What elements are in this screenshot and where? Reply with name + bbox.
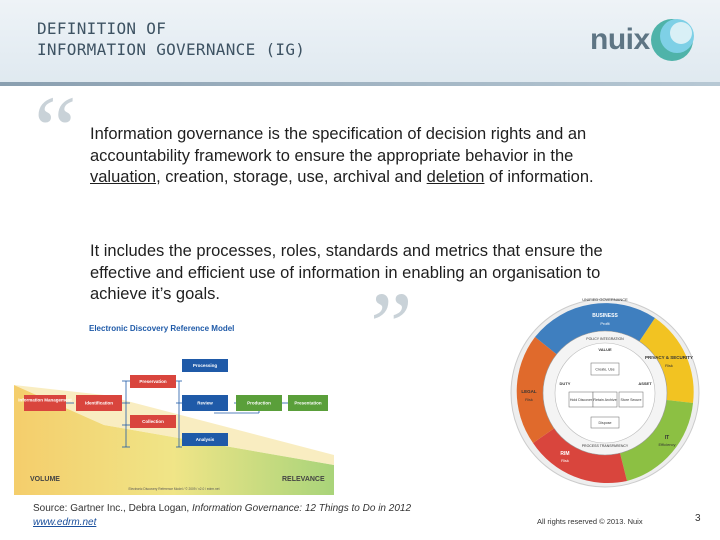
wheel-legal-label: LEGAL [521,389,537,394]
wheel-duty-label: DUTY [560,381,571,386]
wheel-store-secure: Store Secure [621,398,642,402]
header-divider [0,82,720,86]
definition-paragraph: Information governance is the specificat… [90,124,630,189]
source-citation: Source: Gartner Inc., Debra Logan, Infor… [33,503,411,514]
logo-mark-icon [651,19,694,61]
edrm-label-preservation: Preservation [139,379,167,384]
definition-text-1: Information governance is the specificat… [90,125,587,165]
edrm-label-presentation: Presentation [294,401,322,406]
wheel-process-transparency: PROCESS TRANSPARENCY [582,444,629,448]
wheel-retain-archive: Retain Archive [593,398,616,402]
definition-text-3: of information. [484,168,594,186]
page-number: 3 [695,513,701,524]
edrm-node-info-mgmt [24,395,66,411]
wheel-business-label: BUSINESS [592,313,618,319]
edrm-title: Electronic Discovery Reference Model [89,324,235,333]
edrm-relevance-label: RELEVANCE [282,476,325,483]
logo-text: nuix [590,23,650,56]
slide-title: DEFINITION OF INFORMATION GOVERNANCE (IG… [37,19,306,59]
wheel-hold-discover: Hold Discover [570,398,593,402]
wheel-dispose-box [590,416,620,429]
source-prefix: Source: Gartner Inc., Debra Logan, [33,503,192,514]
wheel-privacy-label: PRIVACY & SECURITY [645,355,693,360]
copyright-notice: All rights reserved © 2013. Nuix [537,517,643,526]
definition-text-2: , creation, storage, use, archival and [156,168,427,186]
edrm-label-info-mgmt: Information Management [18,398,72,403]
nuix-logo: nuix [590,16,694,66]
edrm-node-collection [130,415,176,428]
wheel-legal-sub: Risk [525,397,533,402]
edrm-node-production [236,395,282,411]
edrm-node-identification [76,395,122,411]
close-quote-mark: ” [370,272,413,379]
wheel-rim-label: RIM [560,451,569,457]
deletion-text: deletion [426,168,485,186]
includes-paragraph: It includes the processes, roles, standa… [90,242,603,303]
edrm-node-preservation [130,375,176,388]
wheel-dispose: Dispose [599,421,612,425]
edrm-diagram: Information Management Identification Pr… [14,359,334,495]
wheel-rim-sub: Risk [561,458,569,463]
valuation-text: valuation [90,168,157,186]
edrm-label-processing: Processing [193,363,218,368]
wheel-it-sub: Efficiency [658,442,675,447]
edrm-label-review: Review [197,401,213,406]
wheel-create-use: Create, Use [595,368,614,372]
edrm-label-collection: Collection [142,419,164,424]
wheel-create-use-box [590,362,620,376]
edrm-volume-label: VOLUME [30,476,60,483]
wheel-unified-governance: UNIFIED GOVERNANCE [582,297,628,302]
edrm-link[interactable]: www.edrm.net [33,517,97,528]
source-title: Information Governance: 12 Things to Do … [191,503,412,514]
wheel-policy-integration: POLICY INTEGRATION [586,337,624,341]
wheel-retain-archive-box [592,391,618,408]
edrm-node-presentation [288,395,328,411]
edrm-node-processing [182,359,228,372]
edrm-label-production: Production [247,401,271,406]
wheel-it-label: IT [665,435,669,441]
slide-header [0,0,720,84]
edrm-label-identification: Identification [85,401,113,406]
open-quote-mark: “ [34,76,77,183]
wheel-store-secure-box [618,391,644,408]
edrm-footer: Electronic Discovery Reference Model / ©… [129,487,220,491]
edrm-label-analysis: Analysis [196,437,215,442]
edrm-node-analysis [182,433,228,446]
edrm-volume-band [14,385,334,495]
wheel-value-label: VALUE [598,347,612,352]
wheel-asset-label: ASSET [638,381,652,386]
ig-wheel-diagram: UNIFIED GOVERNANCE BUSINESS Profit POLIC… [510,297,700,488]
edrm-node-review [182,395,228,411]
wheel-business-sub: Profit [600,321,610,326]
wheel-privacy-sub: Risk [665,363,673,368]
